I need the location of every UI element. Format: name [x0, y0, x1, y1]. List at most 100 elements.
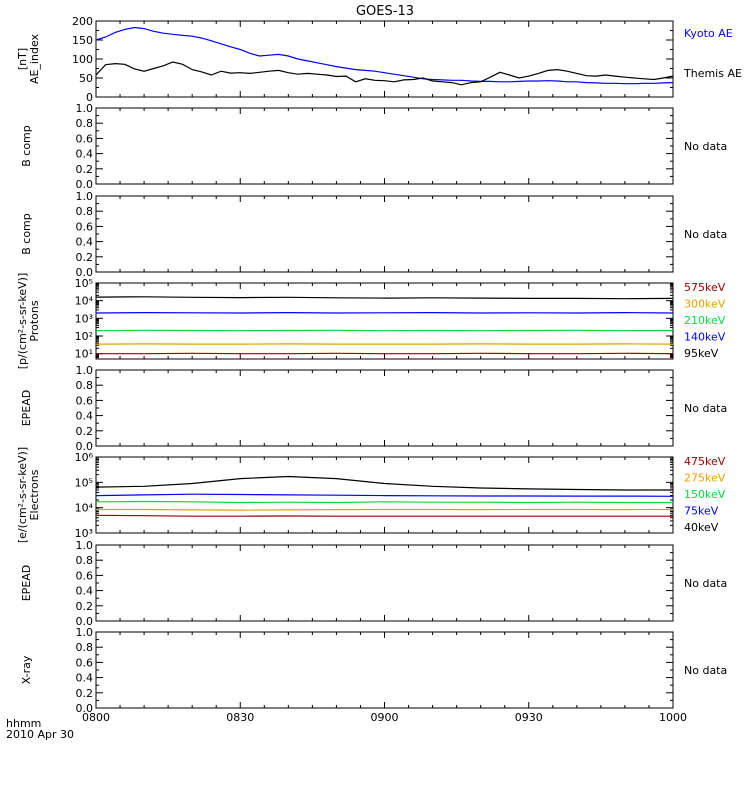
y-axis-label: Electrons: [28, 469, 41, 520]
series-line: [95, 514, 673, 517]
y-tick-label: 1.0: [76, 364, 94, 377]
no-data-label: No data: [684, 664, 727, 677]
panel-8: 0.0 0.2 0.4 0.6 0.8 1.0 X-ray No data: [20, 626, 727, 715]
y-tick-label: 0.8: [76, 379, 94, 392]
x-tick-label: 1000: [659, 711, 687, 724]
y-tick-label: 0.0: [76, 702, 94, 715]
y-axis-label: EPEAD: [20, 565, 33, 602]
legend-entry: Kyoto AE: [684, 27, 733, 40]
y-tick-label: 0.6: [76, 656, 94, 669]
legend-entry: 95keV: [684, 347, 719, 360]
y-tick-label: 150: [72, 34, 93, 47]
y-tick-label: 10¹: [75, 348, 93, 361]
panel-6: 10³ 10⁴ 10⁵ 10⁶ Electrons[e/(cm²-s-sr-keV)] 4…: [16, 447, 726, 543]
figure-title: GOES-13: [356, 4, 414, 19]
y-tick-label: 1.0: [76, 102, 94, 115]
y-tick-label: 1.0: [76, 190, 94, 203]
y-tick-label: 0.6: [76, 220, 94, 233]
y-tick-label: 0: [86, 91, 93, 104]
legend-entry: 40keV: [684, 521, 719, 534]
series-line: [95, 296, 674, 300]
y-tick-label: 0.6: [76, 132, 94, 145]
y-tick-label: 0.4: [76, 672, 94, 685]
panel-1: 0 50 100 150 200 AE_index[nT] Kyoto AE Themis A…: [16, 15, 742, 104]
legend-entry: Themis AE: [683, 67, 742, 80]
time-axis-date: 2010 Apr 30: [6, 728, 74, 741]
y-axis-label: [nT]: [16, 48, 29, 70]
time-axis-label: hhmm: [6, 717, 41, 730]
panel-5: 0.0 0.2 0.4 0.6 0.8 1.0 EPEAD No data: [20, 364, 727, 453]
y-tick-label: 10⁶: [75, 451, 94, 464]
x-tick-label: 0830: [226, 711, 254, 724]
y-tick-label: 0.0: [76, 266, 94, 279]
y-tick-label: 0.0: [76, 615, 94, 628]
series-line: [95, 493, 674, 497]
y-axis-label: [p/(cm²-s-sr-keV)]: [16, 273, 29, 370]
legend-entry: 475keV: [684, 455, 726, 468]
y-tick-label: 1.0: [76, 539, 94, 552]
y-tick-label: 0.4: [76, 236, 94, 249]
y-tick-label: 10²: [75, 330, 93, 343]
y-tick-label: 10³: [75, 312, 93, 325]
y-axis-label: B comp: [20, 125, 33, 167]
legend-entry: 75keV: [684, 505, 719, 518]
no-data-label: No data: [684, 577, 727, 590]
y-tick-label: 0.6: [76, 394, 94, 407]
panel-4: 10¹ 10² 10³ 10⁴ 10⁵ Protons[p/(cm²-s-sr-keV)]…: [16, 273, 726, 370]
y-tick-label: 0.8: [76, 641, 94, 654]
series-line: [95, 26, 674, 85]
y-axis-label: B comp: [20, 213, 33, 255]
y-tick-label: 0.8: [76, 205, 94, 218]
no-data-label: No data: [684, 140, 727, 153]
panel-2: 0.0 0.2 0.4 0.6 0.8 1.0 B comp No data: [20, 102, 727, 191]
y-tick-label: 0.2: [76, 600, 94, 613]
y-tick-label: 0.8: [76, 117, 94, 130]
y-tick-label: 10³: [75, 527, 93, 540]
no-data-label: No data: [684, 228, 727, 241]
y-axis-label: X-ray: [20, 655, 33, 684]
y-tick-label: 10⁴: [75, 295, 94, 308]
y-axis-label: Protons: [28, 300, 41, 341]
y-tick-label: 0.6: [76, 569, 94, 582]
time-axis: 0800 0830 0900 0930 1000: [82, 711, 687, 724]
y-tick-label: 10⁵: [75, 476, 93, 489]
y-tick-label: 100: [72, 53, 93, 66]
x-tick-label: 0800: [82, 711, 110, 724]
y-tick-label: 0.2: [76, 163, 94, 176]
y-tick-label: 0.4: [76, 148, 94, 161]
x-tick-label: 0930: [515, 711, 543, 724]
panel-3: 0.0 0.2 0.4 0.6 0.8 1.0 B comp No data: [20, 190, 727, 279]
y-tick-label: 0.2: [76, 425, 94, 438]
y-tick-label: 0.4: [76, 585, 94, 598]
series-line: [96, 508, 674, 511]
y-axis-label: AE_index: [28, 33, 41, 84]
y-tick-label: 0.0: [76, 178, 94, 191]
legend-entry: 575keV: [684, 281, 726, 294]
y-tick-label: 0.4: [76, 410, 94, 423]
y-tick-label: 0.2: [76, 687, 94, 700]
series-line: [95, 475, 673, 491]
legend-entry: 300keV: [684, 298, 726, 311]
y-axis-label: EPEAD: [20, 390, 33, 427]
y-tick-label: 0.0: [76, 440, 94, 453]
y-tick-label: 50: [79, 72, 93, 85]
y-tick-label: 1.0: [76, 626, 94, 639]
y-tick-label: 200: [72, 15, 93, 28]
y-axis-label: [e/(cm²-s-sr-keV)]: [16, 447, 29, 543]
y-tick-label: 0.2: [76, 251, 94, 264]
panel-7: 0.0 0.2 0.4 0.6 0.8 1.0 EPEAD No data: [20, 539, 727, 628]
legend-entry: 275keV: [684, 472, 726, 485]
legend-entry: 140keV: [684, 331, 726, 344]
legend-entry: 150keV: [684, 488, 726, 501]
series-line: [95, 500, 673, 504]
y-tick-label: 10⁵: [75, 277, 93, 290]
x-tick-label: 0900: [371, 711, 399, 724]
legend-entry: 210keV: [684, 314, 726, 327]
panel-stack: 0 50 100 150 200 AE_index[nT] Kyoto AE Themis A…: [16, 15, 742, 715]
y-tick-label: 10⁴: [75, 502, 94, 515]
no-data-label: No data: [684, 402, 727, 415]
series-line: [95, 61, 674, 86]
y-tick-label: 0.8: [76, 554, 94, 567]
